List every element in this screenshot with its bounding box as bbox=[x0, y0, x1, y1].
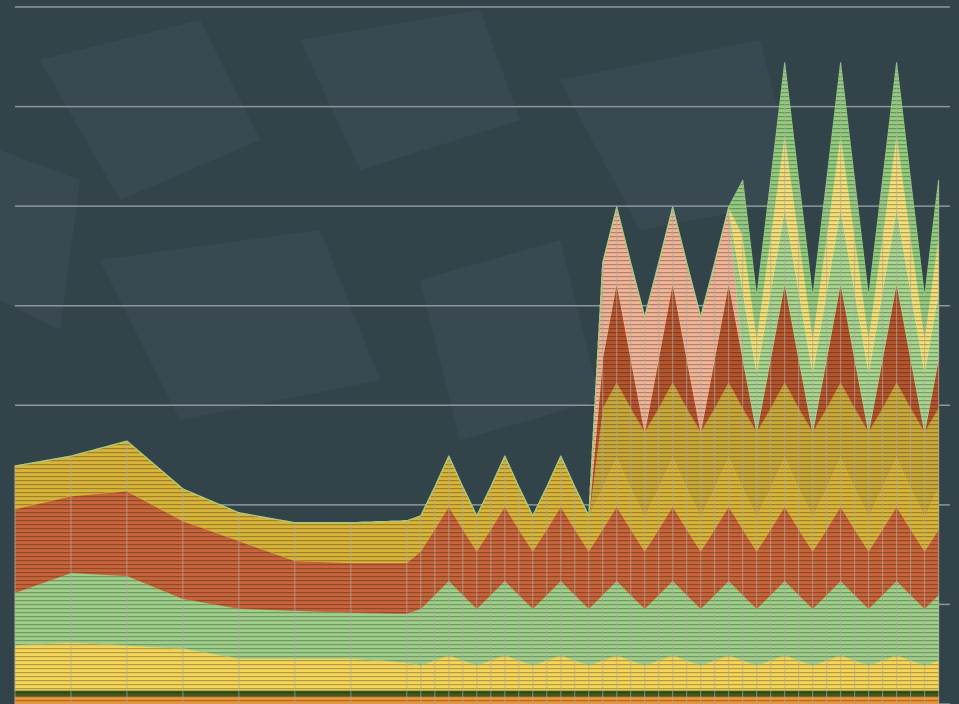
area-texture bbox=[15, 441, 939, 563]
bg-shape bbox=[40, 20, 260, 200]
bg-shape bbox=[100, 230, 380, 420]
area-texture bbox=[15, 62, 939, 523]
area-texture bbox=[15, 207, 939, 523]
bg-shape bbox=[560, 40, 800, 230]
area-texture bbox=[15, 381, 939, 523]
area-texture bbox=[15, 132, 939, 523]
background-shapes bbox=[0, 10, 800, 440]
x-grid bbox=[14, 62, 940, 704]
bg-shape bbox=[0, 150, 80, 330]
bg-shape bbox=[300, 10, 520, 170]
bg-shape bbox=[420, 240, 600, 440]
